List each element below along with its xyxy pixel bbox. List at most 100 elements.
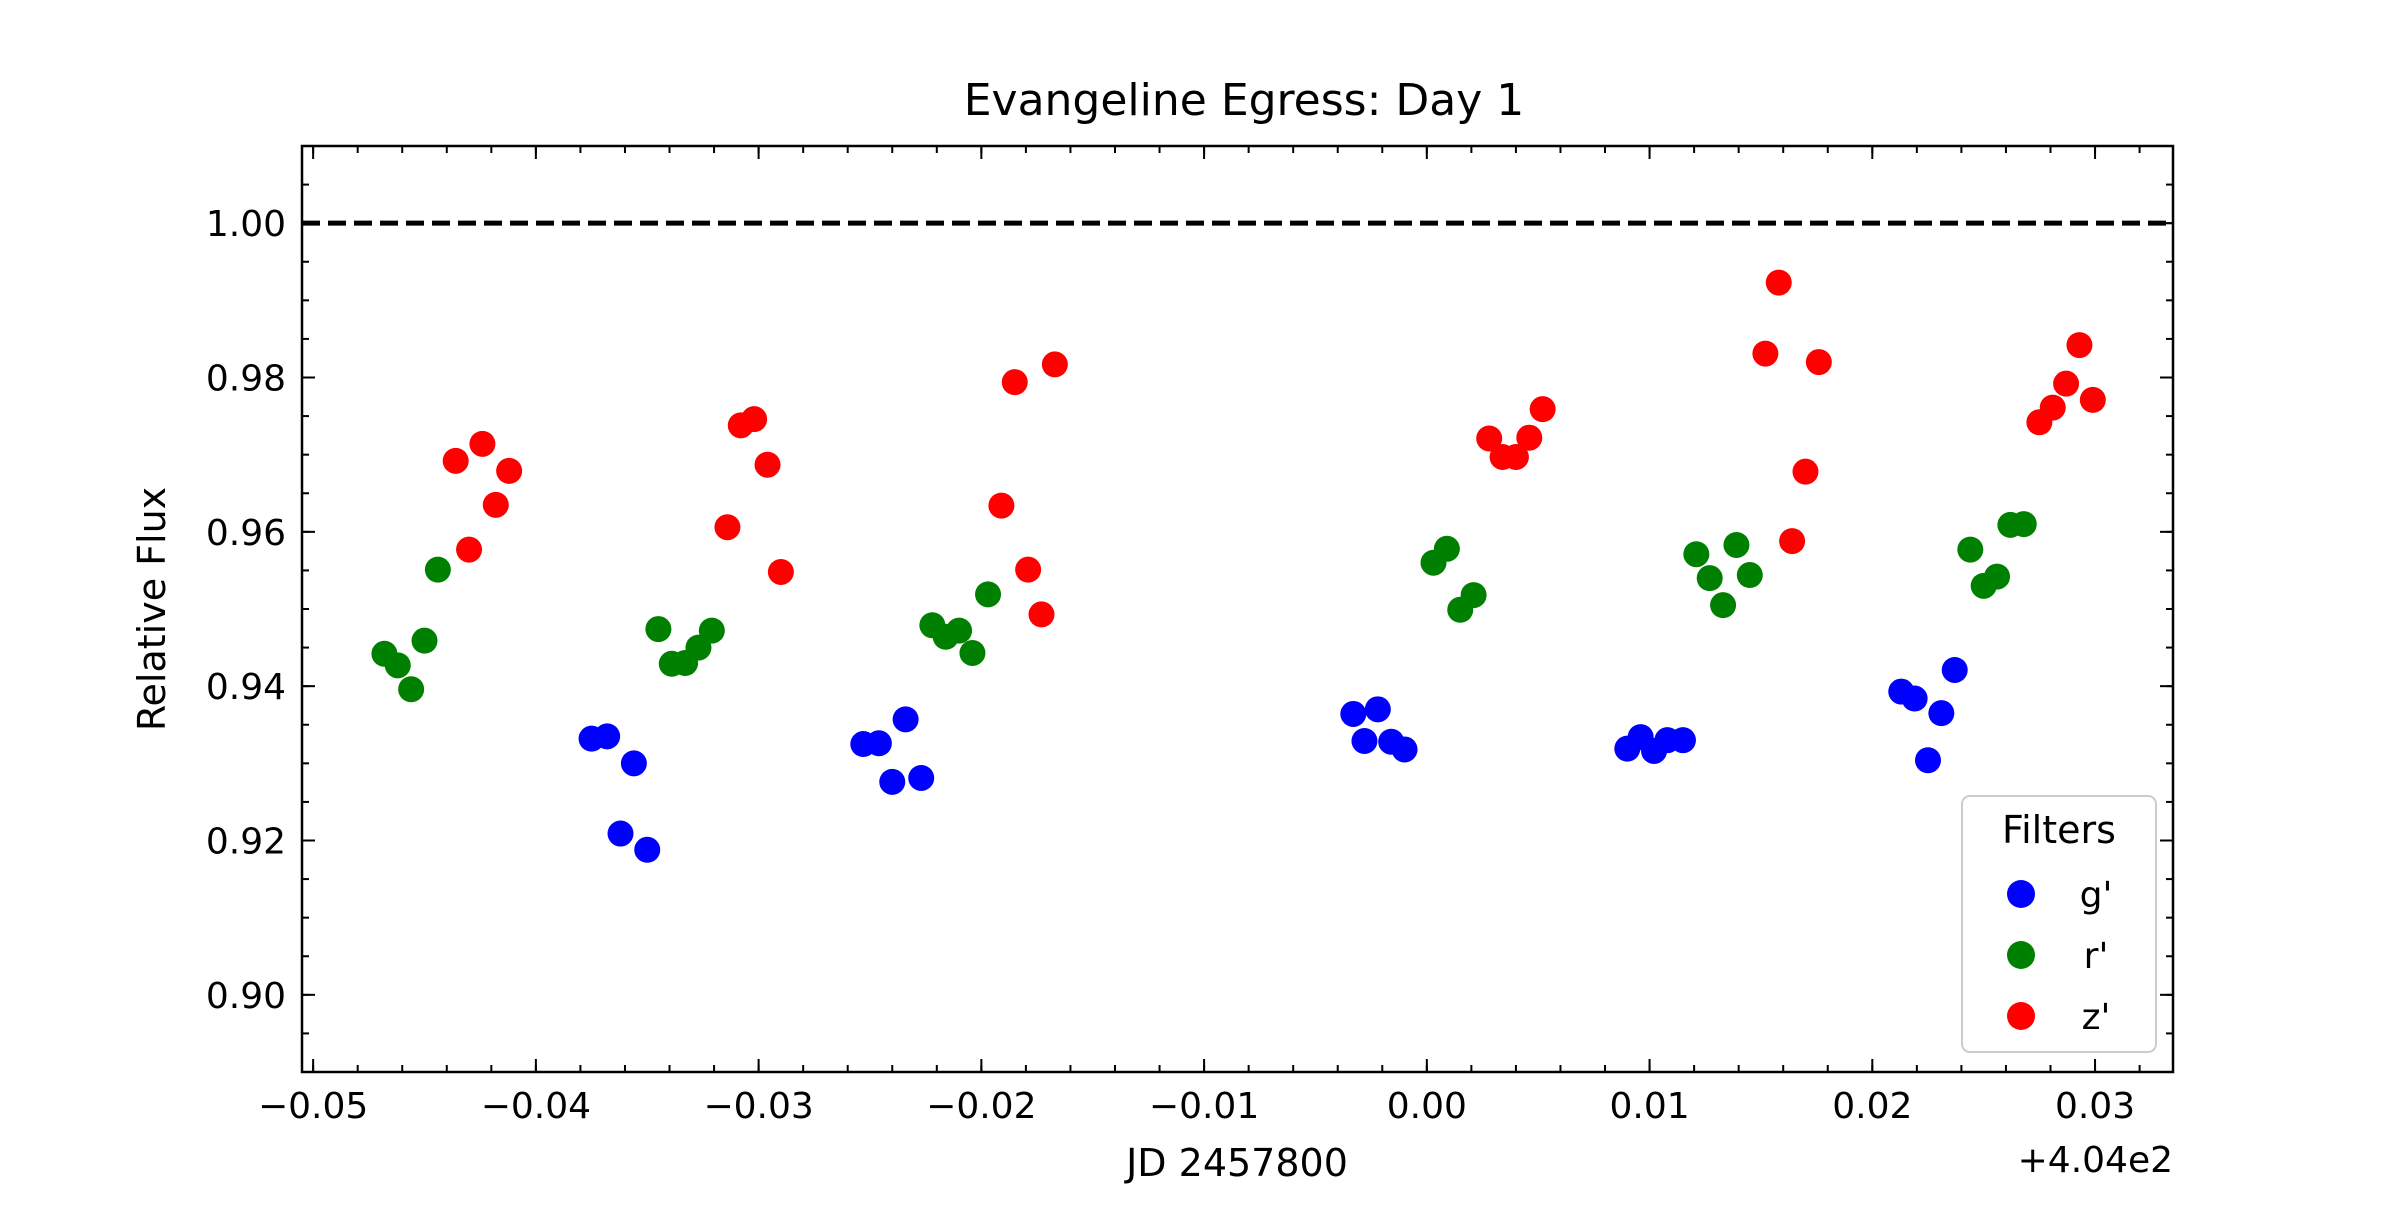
y-tick-label: 1.00	[206, 204, 286, 245]
legend-label: g'	[2080, 875, 2113, 916]
data-point	[1516, 424, 1543, 451]
data-point	[1710, 592, 1737, 619]
data-point	[1351, 727, 1378, 754]
data-point	[1001, 369, 1028, 396]
data-point	[714, 514, 741, 541]
x-axis-label: JD 2457800	[1124, 1141, 1348, 1185]
x-tick-label: 0.00	[1387, 1086, 1467, 1127]
data-point	[1984, 563, 2011, 590]
data-point	[1792, 458, 1819, 485]
data-point	[2053, 370, 2080, 397]
legend-label: z'	[2082, 997, 2111, 1038]
plot-frame	[300, 144, 2175, 1074]
data-point	[456, 536, 483, 563]
data-point	[1476, 425, 1503, 452]
data-point	[879, 768, 906, 795]
series-2	[442, 269, 2106, 628]
data-point	[1364, 696, 1391, 723]
data-point	[594, 723, 621, 750]
data-point	[1928, 700, 1955, 727]
data-point	[384, 652, 411, 679]
data-point	[634, 836, 661, 863]
data-point	[1941, 656, 1968, 683]
data-point	[892, 706, 919, 733]
legend-title: Filters	[2002, 808, 2116, 852]
data-point	[1765, 269, 1792, 296]
data-point	[767, 558, 794, 585]
data-point	[1901, 685, 1928, 712]
x-axis-offset-label: +4.04e2	[2018, 1140, 2173, 1181]
data-point	[1805, 349, 1832, 376]
legend-label: r'	[2084, 936, 2109, 977]
data-point	[411, 627, 438, 654]
data-point	[607, 820, 634, 847]
data-point	[482, 491, 509, 518]
data-point	[2039, 394, 2066, 421]
data-point	[645, 616, 672, 643]
data-point	[975, 581, 1002, 608]
data-point	[1696, 565, 1723, 592]
data-point	[620, 750, 647, 777]
x-tick-label: −0.01	[1149, 1086, 1259, 1127]
y-tick-label: 0.92	[206, 822, 286, 863]
legend-marker	[2007, 1002, 2035, 1030]
x-tick-label: −0.04	[481, 1086, 591, 1127]
data-point	[741, 406, 768, 433]
data-point	[424, 556, 451, 583]
data-point	[1460, 582, 1487, 609]
data-point	[1028, 601, 1055, 628]
legend-box	[1961, 795, 2157, 1053]
data-point	[1914, 747, 1941, 774]
data-point	[1736, 562, 1763, 589]
legend: Filters g' r' z'	[1961, 795, 2157, 1053]
data-point	[1752, 340, 1779, 367]
data-point	[1779, 528, 1806, 555]
x-tick-label: −0.03	[703, 1086, 813, 1127]
legend-items: g' r' z'	[2007, 875, 2112, 1038]
data-point	[865, 730, 892, 757]
data-point	[1340, 700, 1367, 727]
data-point	[1529, 396, 1556, 423]
data-point	[496, 457, 523, 484]
data-point	[988, 492, 1015, 519]
data-point	[959, 639, 986, 666]
data-point	[946, 617, 973, 644]
data-points	[371, 269, 2106, 863]
data-point	[1015, 556, 1042, 583]
axis-ticks	[302, 145, 2173, 1073]
y-tick-label: 0.98	[206, 359, 286, 400]
y-tick-label: 0.96	[206, 513, 286, 554]
legend-marker	[2007, 880, 2035, 908]
data-point	[1669, 727, 1696, 754]
legend-marker	[2007, 941, 2035, 969]
data-point	[2010, 511, 2037, 538]
series-1	[371, 511, 2037, 703]
x-tick-label: −0.02	[926, 1086, 1036, 1127]
data-point	[1433, 535, 1460, 562]
data-point	[1502, 443, 1529, 470]
data-point	[754, 451, 781, 478]
data-point	[908, 764, 935, 791]
data-point	[469, 430, 496, 457]
x-tick-label: 0.01	[1609, 1086, 1689, 1127]
data-point	[1723, 531, 1750, 558]
data-point	[2066, 332, 2093, 359]
y-tick-label: 0.90	[206, 976, 286, 1017]
series-0	[578, 656, 1968, 863]
y-axis-label: Relative Flux	[130, 487, 174, 731]
y-tick-label: 0.94	[206, 667, 286, 708]
data-point	[1683, 541, 1710, 568]
x-tick-label: 0.02	[1832, 1086, 1912, 1127]
chart-title: Evangeline Egress: Day 1	[964, 75, 1525, 126]
data-point	[1041, 351, 1068, 378]
data-point	[442, 447, 469, 474]
x-tick-label: −0.05	[258, 1086, 368, 1127]
data-point	[2079, 386, 2106, 413]
data-point	[698, 617, 725, 644]
data-point	[1391, 736, 1418, 763]
axis-tick-labels: −0.05 −0.04 −0.03 −0.02 −0.01 0.00 0.01 0.02 0.0…	[206, 204, 2135, 1127]
x-tick-label: 0.03	[2055, 1086, 2135, 1127]
data-point	[398, 676, 425, 703]
